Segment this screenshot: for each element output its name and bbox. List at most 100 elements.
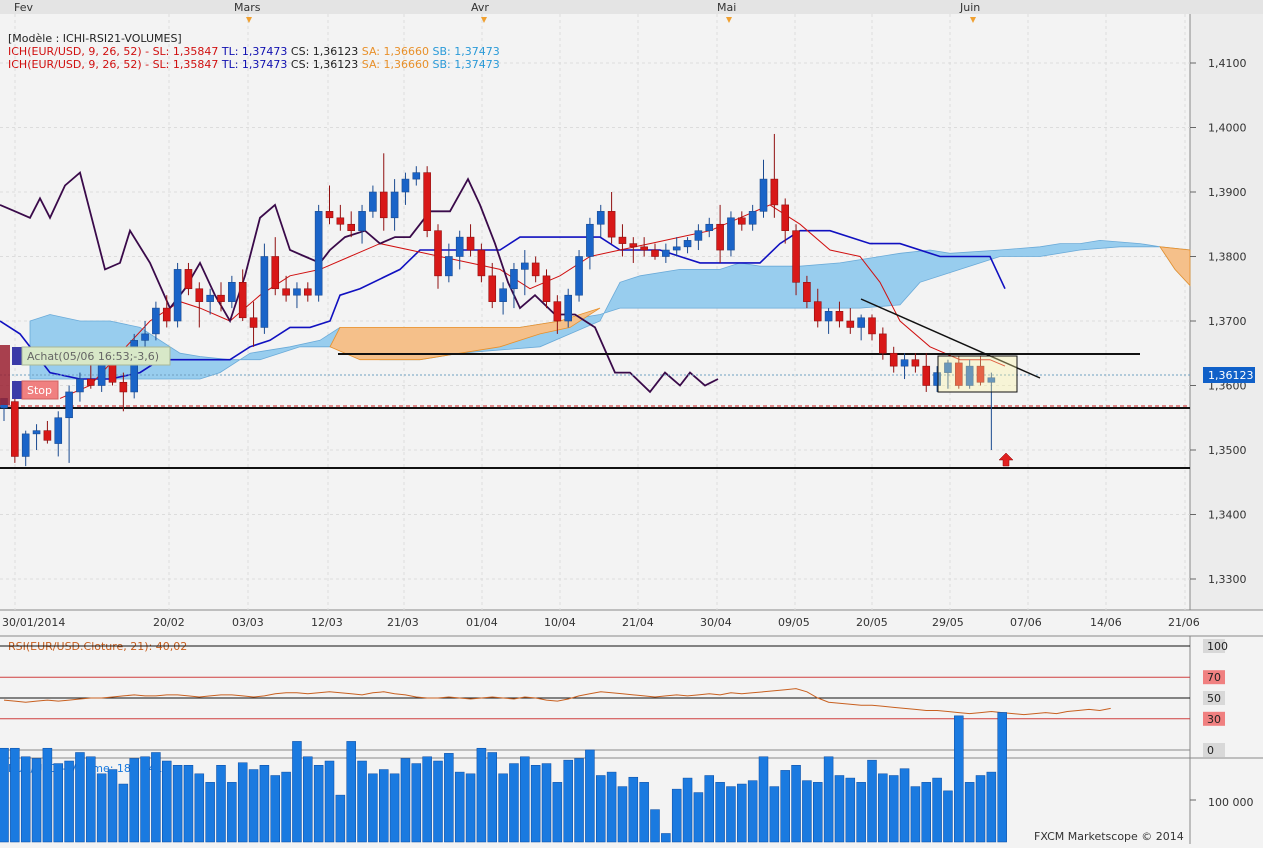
volume-bar (476, 747, 487, 843)
volume-bar (845, 777, 856, 843)
candle-body (499, 288, 507, 302)
candle-body (11, 401, 19, 457)
volume-bar (628, 776, 639, 843)
date-tick-label: 07/06 (1010, 616, 1042, 629)
candle-body (586, 223, 594, 257)
candle-body (629, 243, 638, 248)
volume-bar (96, 773, 107, 843)
candle-body (705, 223, 714, 231)
volume-bar (292, 741, 302, 843)
trendline[interactable] (860, 298, 1041, 379)
volume-bar (737, 783, 747, 843)
candle-body (141, 333, 149, 341)
volume-bar (834, 775, 845, 843)
candle-body (846, 320, 855, 328)
volume-bar (205, 782, 215, 843)
candle-body (694, 230, 703, 241)
volume-bar (433, 760, 443, 843)
volume-bar (856, 782, 866, 843)
candle-body (173, 269, 182, 322)
candle-body (358, 211, 366, 232)
volume-bar (75, 752, 85, 843)
candle-body (965, 365, 974, 386)
date-tick-label: 20/05 (856, 616, 888, 629)
ich-sl-text: ICH(EUR/USD, 9, 26, 52) - SL: 1,35847 (8, 45, 218, 58)
candle-body (108, 362, 117, 383)
ich-cs-text: CS: 1,36123 (287, 58, 358, 71)
ich-sb-text: SB: 1,37473 (429, 45, 500, 58)
candle-body (531, 262, 540, 277)
volume-title: EUR/USD - Volume: 186 841 (8, 762, 162, 775)
candle-body (781, 204, 790, 231)
candle-body (412, 172, 421, 180)
volume-bar (400, 758, 411, 843)
candle-body (683, 240, 692, 248)
volume-bar (0, 747, 9, 843)
volume-bar (606, 771, 617, 843)
stop-marker[interactable]: Stop (12, 380, 59, 400)
candle-body (553, 301, 562, 322)
stop-label-box[interactable] (21, 380, 59, 400)
volume-bar (791, 765, 801, 843)
volume-bar (639, 782, 649, 843)
candle-body (542, 275, 551, 302)
date-tick-label: 30/01/2014 (2, 616, 65, 629)
volume-bar (270, 775, 280, 843)
candle-body (662, 249, 670, 257)
candle-body (618, 236, 627, 244)
candle-body (944, 362, 952, 373)
ich-sb-text: SB: 1,37473 (429, 58, 500, 71)
candle-body (206, 294, 214, 302)
candle-body (390, 191, 399, 219)
candle-body (488, 275, 497, 302)
date-tick-label: 21/03 (387, 616, 419, 629)
candle-body (575, 256, 583, 296)
pattern-box[interactable] (937, 355, 1018, 393)
candle-body (672, 246, 681, 251)
model-label: [Modèle : ICHI-RSI21-VOLUMES] (8, 32, 182, 45)
volume-bar (487, 752, 497, 843)
candle-body (293, 288, 301, 296)
volume-panel (0, 712, 1196, 843)
volume-bar (802, 780, 812, 843)
volume-bar (769, 786, 780, 843)
ich-tl-text: TL: 1,37473 (218, 58, 287, 71)
volume-bar (259, 765, 270, 843)
candle-body (271, 256, 280, 290)
candle-body (228, 281, 236, 302)
candle-body (54, 417, 63, 444)
rsi-level-label: 30 (1207, 713, 1221, 726)
volume-bar (335, 794, 346, 843)
date-tick-label: 21/06 (1168, 616, 1200, 629)
rsi-level-badge (1203, 743, 1225, 757)
achat-flag-icon (12, 347, 22, 365)
price-tick-label: 1,3300 (1208, 573, 1247, 586)
achat-label-box[interactable] (21, 346, 171, 366)
volume-bar (183, 765, 194, 843)
candle-body (119, 381, 128, 393)
volume-bar (86, 756, 96, 843)
kumo-bearish (329, 307, 601, 361)
volume-bar (465, 773, 476, 843)
volume-bar (541, 763, 552, 843)
volume-bar (943, 790, 953, 843)
month-marker-icon (726, 17, 732, 23)
volume-bar (888, 775, 899, 843)
month-label-fev: Fev (14, 1, 33, 14)
volume-bar (552, 782, 563, 843)
date-tick-label: 14/06 (1090, 616, 1122, 629)
volume-bar (671, 788, 682, 843)
volume-bar (498, 773, 508, 843)
volume-bar (563, 759, 573, 843)
volume-bar (823, 756, 834, 843)
candle-body (87, 378, 95, 386)
date-tick-label: 12/03 (311, 616, 343, 629)
ich-sa-text: SA: 1,36660 (358, 45, 429, 58)
achat-marker[interactable]: Achat(05/06 16:53;-3,6) (0, 345, 171, 405)
volume-bar (227, 782, 237, 843)
candle-body (184, 269, 193, 290)
price-axis-panel (1190, 14, 1263, 610)
volume-bar (661, 833, 671, 843)
volume-bar (509, 763, 519, 843)
